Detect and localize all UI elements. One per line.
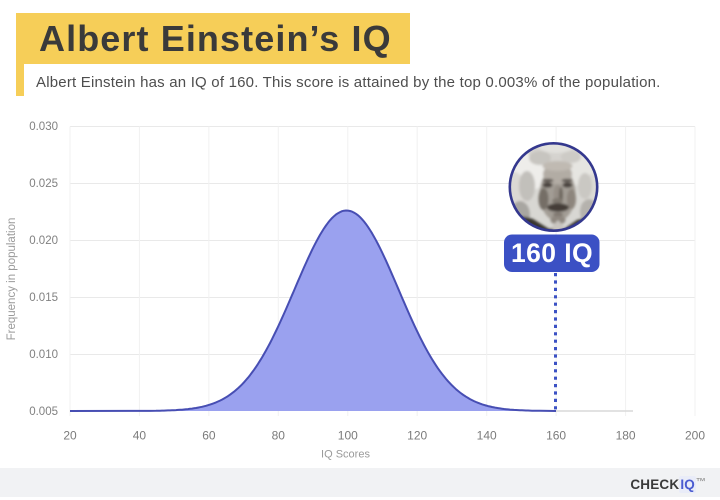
svg-text:180: 180	[616, 429, 636, 443]
svg-text:0.015: 0.015	[29, 292, 58, 304]
svg-text:0.025: 0.025	[29, 178, 58, 190]
svg-text:Frequency in population: Frequency in population	[6, 218, 18, 341]
svg-text:20: 20	[63, 429, 77, 443]
svg-text:IQ Scores: IQ Scores	[321, 449, 370, 461]
svg-text:140: 140	[477, 429, 497, 443]
svg-text:160: 160	[546, 429, 566, 443]
svg-text:120: 120	[407, 429, 427, 443]
svg-text:0.020: 0.020	[29, 235, 58, 247]
svg-text:100: 100	[338, 429, 358, 443]
svg-text:0.005: 0.005	[29, 406, 58, 418]
svg-text:40: 40	[133, 429, 147, 443]
svg-text:60: 60	[202, 429, 216, 443]
svg-text:160 IQ: 160 IQ	[511, 238, 593, 268]
svg-text:0.010: 0.010	[29, 349, 58, 361]
svg-text:200: 200	[685, 429, 705, 443]
svg-text:80: 80	[272, 429, 286, 443]
svg-text:0.030: 0.030	[29, 121, 58, 133]
